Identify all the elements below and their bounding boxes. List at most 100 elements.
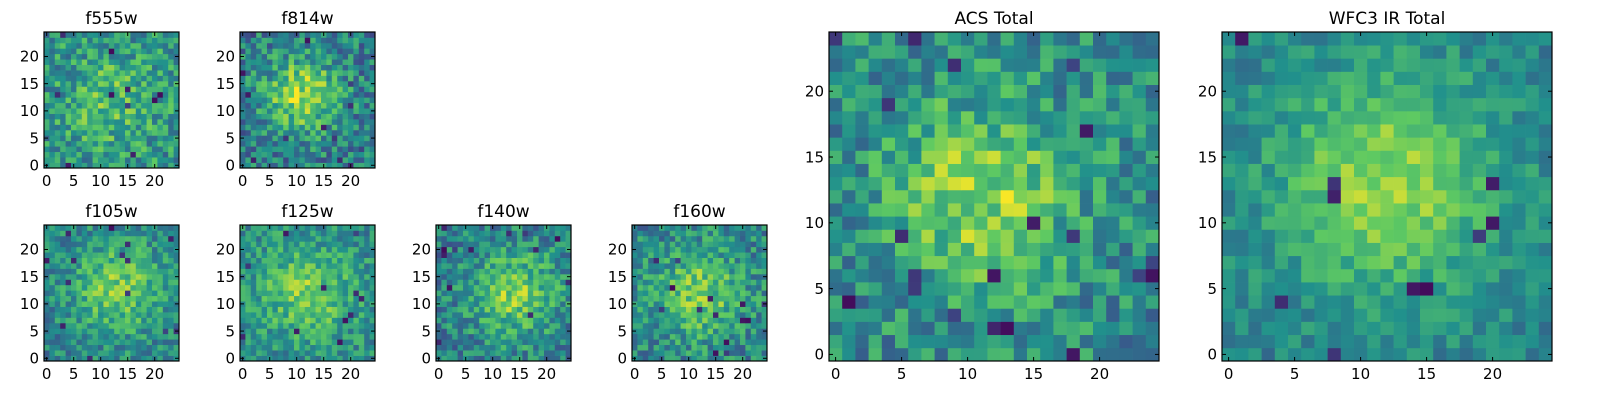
heatmap-cell xyxy=(125,344,131,351)
heatmap-cell xyxy=(146,124,153,131)
heatmap-cell xyxy=(49,230,56,237)
heatmap-cell xyxy=(1013,308,1028,322)
heatmap-cell xyxy=(130,295,137,302)
heatmap-cell xyxy=(44,70,50,76)
heatmap-cell xyxy=(288,59,295,65)
heatmap-cell xyxy=(157,42,164,49)
heatmap-cell xyxy=(173,119,180,125)
heatmap-cell xyxy=(1132,321,1147,336)
heatmap-cell xyxy=(696,263,703,269)
heatmap-cell xyxy=(358,328,365,335)
heatmap-cell xyxy=(358,162,365,169)
heatmap-cell xyxy=(829,71,843,85)
heatmap-cell xyxy=(1119,137,1133,151)
heatmap-cell xyxy=(723,295,730,302)
heatmap-cell xyxy=(337,263,343,269)
heatmap-cell xyxy=(299,279,306,286)
heatmap-cell xyxy=(162,113,169,120)
heatmap-cell xyxy=(250,263,257,269)
heatmap-cell xyxy=(321,257,327,264)
heatmap-cell xyxy=(331,70,338,76)
heatmap-cell xyxy=(565,230,572,237)
heatmap-cell xyxy=(961,176,975,191)
heatmap-cell xyxy=(479,279,485,286)
heatmap-cell xyxy=(718,273,725,280)
heatmap-cell xyxy=(98,263,104,269)
heatmap-cell xyxy=(642,312,649,318)
heatmap-cell xyxy=(895,58,909,72)
heatmap-cell xyxy=(267,113,273,120)
heatmap-cell xyxy=(1367,229,1381,243)
heatmap-cell xyxy=(130,97,137,104)
heatmap-cell xyxy=(125,273,131,280)
heatmap-cell xyxy=(152,135,158,142)
axes-frame xyxy=(43,224,180,362)
heatmap-cell xyxy=(974,334,988,349)
heatmap-cell xyxy=(92,263,99,269)
heatmap-cell xyxy=(729,344,735,351)
heatmap-cell xyxy=(125,241,131,248)
heatmap-cell xyxy=(272,108,279,114)
heatmap-cell xyxy=(146,246,153,253)
heatmap-cell xyxy=(125,252,131,258)
heatmap-cell xyxy=(240,102,246,109)
heatmap-cell xyxy=(829,255,843,270)
heatmap-cell xyxy=(500,355,507,362)
heatmap-cell xyxy=(495,350,502,356)
heatmap-cell xyxy=(1053,216,1067,230)
heatmap-cell xyxy=(103,91,110,98)
heatmap-cell xyxy=(659,301,665,307)
heatmap-cell xyxy=(87,135,93,142)
heatmap-cell xyxy=(1525,347,1540,362)
heatmap-cell xyxy=(326,108,333,114)
heatmap-cell xyxy=(441,268,448,275)
heatmap-cell xyxy=(60,86,66,93)
heatmap-cell xyxy=(54,317,61,324)
heatmap-cell xyxy=(44,37,50,44)
heatmap-cell xyxy=(713,235,719,242)
heatmap-cell xyxy=(961,268,975,283)
heatmap-cell xyxy=(1119,45,1133,59)
heatmap-cell xyxy=(98,312,104,318)
heatmap-cell xyxy=(310,157,316,163)
heatmap-cell xyxy=(473,279,480,286)
heatmap-cell xyxy=(490,301,496,307)
heatmap-cell xyxy=(881,347,896,362)
heatmap-cell xyxy=(256,64,262,71)
heatmap-cell xyxy=(691,312,698,318)
heatmap-cell xyxy=(1106,308,1120,322)
heatmap-cell xyxy=(326,306,333,313)
heatmap-cell xyxy=(648,273,654,280)
heatmap-cell xyxy=(1132,163,1147,178)
heatmap-cell xyxy=(696,279,703,286)
heatmap-cell xyxy=(315,32,322,38)
heatmap-cell xyxy=(358,146,365,153)
heatmap-cell xyxy=(114,350,120,356)
heatmap-cell xyxy=(1106,45,1120,59)
heatmap-cell xyxy=(331,355,338,362)
heatmap-cell xyxy=(1288,203,1302,217)
heatmap-cell xyxy=(457,230,464,237)
heatmap-cell xyxy=(1145,282,1160,296)
heatmap-cell xyxy=(1079,334,1094,349)
heatmap-cell xyxy=(696,333,703,340)
heatmap-cell xyxy=(934,58,949,72)
heatmap-cell xyxy=(522,355,529,362)
x-tick-label: 20 xyxy=(341,365,360,383)
heatmap-cell xyxy=(125,70,131,76)
heatmap-cell xyxy=(707,246,714,253)
heatmap-cell xyxy=(1525,334,1540,349)
heatmap-cell xyxy=(250,42,257,49)
heatmap-cell xyxy=(76,273,83,280)
heatmap-cell xyxy=(718,317,725,324)
heatmap-cell xyxy=(130,290,137,297)
heatmap-cell xyxy=(98,268,104,275)
heatmap-cell xyxy=(691,246,698,253)
heatmap-cell xyxy=(98,246,104,253)
heatmap-cell xyxy=(141,328,147,335)
heatmap-cell xyxy=(446,284,453,291)
heatmap-cell xyxy=(565,241,572,248)
heatmap-cell xyxy=(533,355,539,362)
heatmap-cell xyxy=(87,322,93,329)
